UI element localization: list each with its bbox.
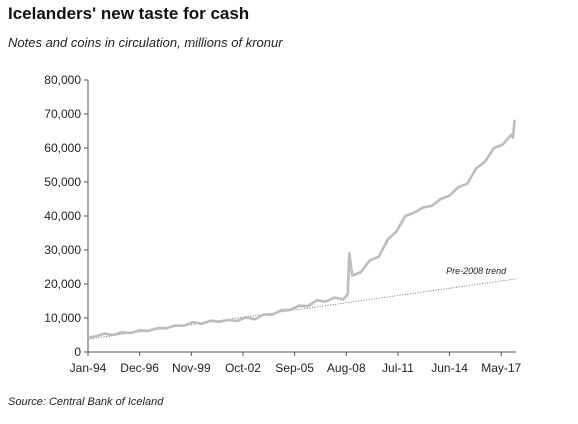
x-tick-label: Jun-14 — [431, 361, 468, 375]
y-tick-label: 30,000 — [44, 243, 81, 257]
y-tick-label: 40,000 — [44, 209, 81, 223]
y-tick-label: 60,000 — [44, 141, 81, 155]
data-point — [315, 299, 318, 302]
data-point — [147, 330, 150, 332]
x-tick-label: Oct-02 — [225, 361, 261, 375]
data-point — [369, 259, 371, 262]
data-point — [174, 324, 176, 327]
y-tick-label: 10,000 — [44, 311, 81, 325]
data-point — [245, 316, 247, 319]
data-point — [348, 252, 351, 255]
chart-title: Icelanders' new taste for cash — [8, 4, 250, 23]
data-point — [156, 327, 159, 330]
x-tick-label: May-17 — [481, 361, 521, 375]
y-tick-label: 20,000 — [44, 277, 81, 291]
data-point — [218, 320, 221, 323]
data-point — [138, 329, 141, 332]
data-point — [130, 332, 132, 334]
data-point — [87, 336, 89, 339]
data-point — [103, 332, 106, 335]
data-point — [346, 293, 349, 296]
data-point — [236, 320, 238, 322]
x-tick-label: Aug-08 — [327, 361, 366, 375]
plot-area: Pre-2008 trend — [86, 119, 517, 340]
data-point — [404, 215, 407, 217]
y-tick-label: 0 — [74, 345, 81, 359]
data-point — [484, 160, 486, 163]
data-point — [422, 206, 424, 209]
data-point — [289, 309, 291, 311]
data-point — [413, 211, 415, 214]
data-point — [510, 133, 513, 136]
data-point — [253, 318, 256, 321]
data-point — [165, 327, 168, 330]
trend-label: Pre-2008 trend — [446, 266, 507, 276]
x-tick-label: Jan-94 — [70, 361, 107, 375]
data-point — [209, 319, 212, 322]
data-point — [360, 271, 362, 273]
x-axis: Jan-94 Dec-96 Nov-99 Oct-02 Sep-05 Aug-08 Jul-… — [70, 351, 522, 375]
data-point — [431, 205, 433, 207]
data-point — [307, 305, 309, 307]
data-point — [200, 322, 203, 325]
data-point — [448, 194, 451, 197]
data-point — [493, 147, 495, 149]
data-point — [342, 298, 345, 301]
y-tick-label: 80,000 — [44, 73, 81, 87]
data-point — [512, 137, 514, 139]
x-tick-label: Jul-11 — [382, 361, 414, 375]
data-point — [333, 296, 336, 299]
data-point — [466, 182, 469, 185]
y-tick-label: 50,000 — [44, 175, 81, 189]
data-point — [112, 334, 114, 336]
data-point — [475, 167, 477, 170]
x-tick-label: Nov-99 — [172, 361, 211, 375]
data-point — [280, 309, 283, 311]
y-axis: 0 10,000 20,000 30,000 40,000 50,000 60,000 70,… — [44, 73, 89, 359]
data-point — [271, 313, 274, 316]
data-point — [183, 325, 185, 327]
source-note: Source: Central Bank of Iceland — [8, 396, 164, 408]
data-point — [377, 255, 380, 258]
data-point — [227, 319, 230, 321]
data-point — [324, 300, 327, 303]
data-point — [96, 335, 98, 337]
chart-subtitle: Notes and coins in circulation, millions… — [8, 35, 283, 50]
data-point — [349, 262, 352, 265]
data-point — [439, 198, 442, 200]
trend-line — [87, 278, 517, 340]
data-point — [351, 274, 353, 277]
x-tick-label: Sep-05 — [275, 361, 314, 375]
y-tick-label: 70,000 — [44, 107, 81, 121]
data-point — [386, 239, 389, 241]
data-point — [191, 321, 194, 323]
data-point — [513, 120, 516, 122]
data-point — [501, 143, 504, 146]
series-line — [86, 119, 516, 339]
x-tick-label: Dec-96 — [120, 361, 159, 375]
data-point — [262, 313, 265, 316]
data-point — [121, 331, 123, 334]
data-point — [298, 304, 300, 307]
data-point — [457, 186, 460, 188]
data-point — [395, 230, 398, 233]
